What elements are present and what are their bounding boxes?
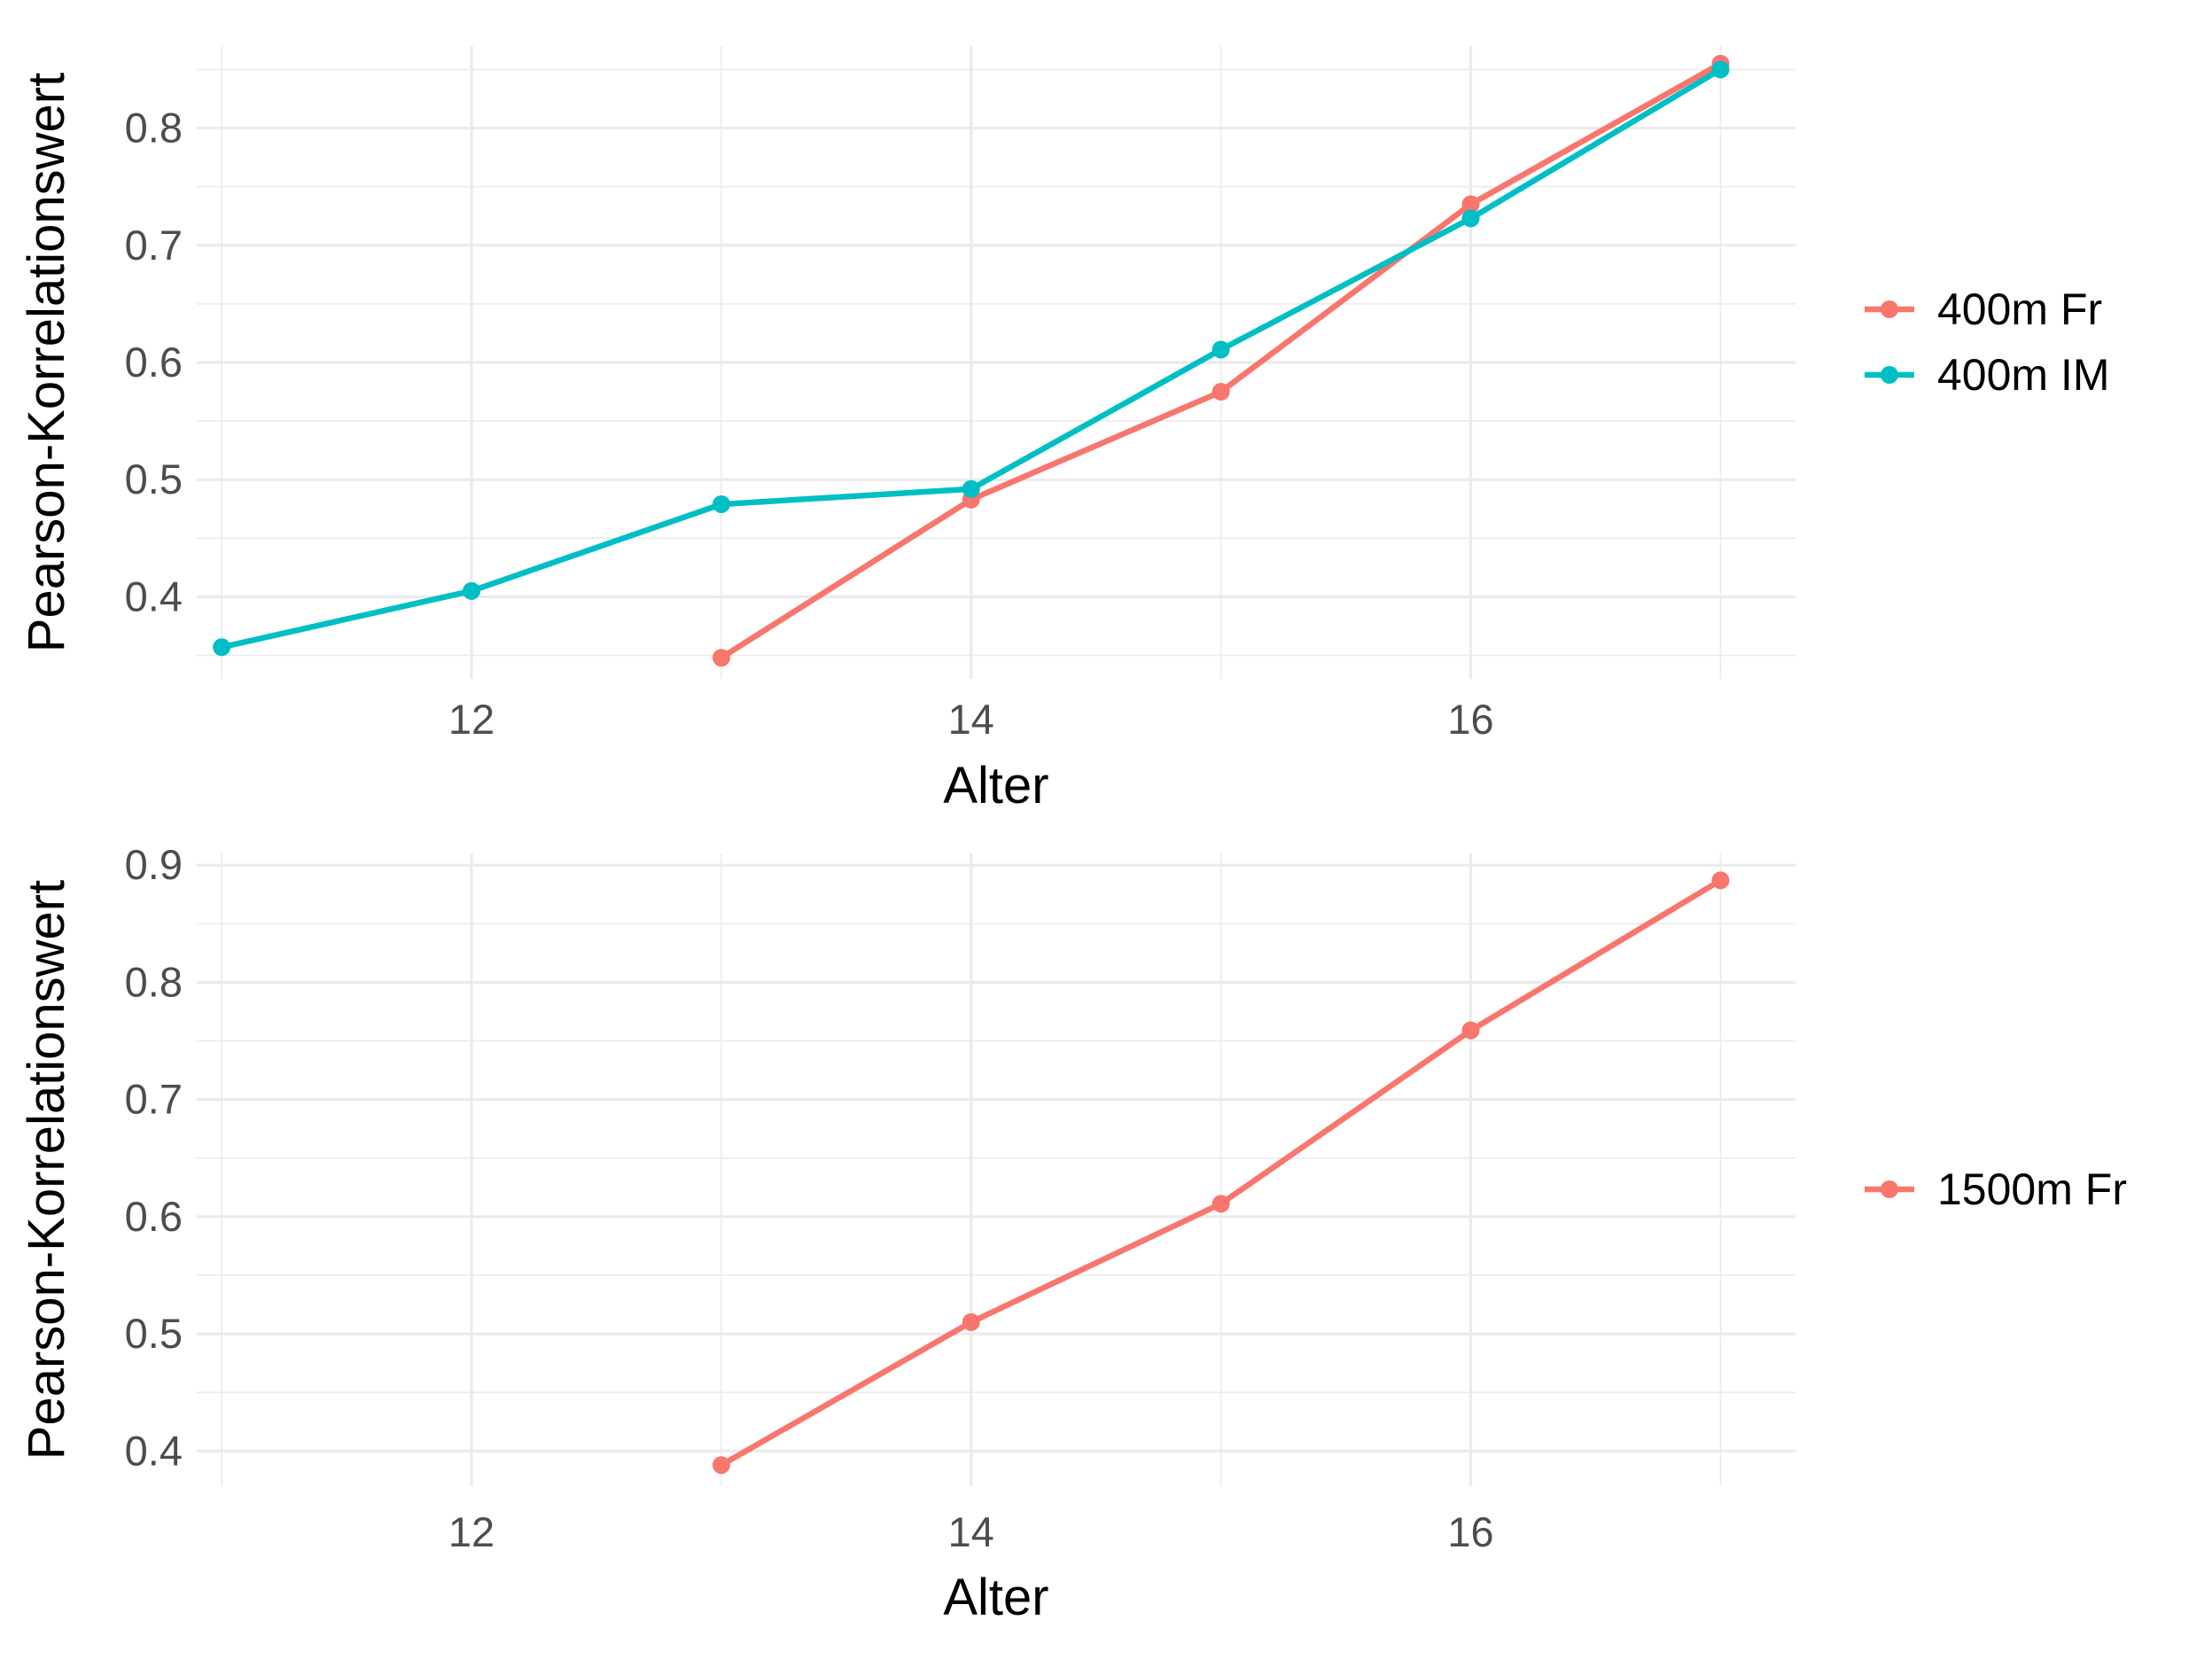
chart-top: 12 14 16 0.4 0.5 0.6 0.7 0.8 Alter Pearson-Korrel…: [18, 46, 2110, 814]
bottom-y-tick-label: 0.6: [125, 1193, 183, 1240]
top-x-axis-title: Alter: [943, 757, 1048, 814]
bottom-grid: [197, 853, 1795, 1486]
data-point-1500m-fr: [712, 1456, 730, 1475]
top-y-tick-label: 0.8: [125, 105, 183, 152]
data-point-400m-im: [1461, 209, 1480, 228]
legend-key-400m-fr: [1865, 300, 1914, 318]
data-point-400m-fr: [712, 649, 730, 667]
top-y-axis-title: Pearson-Korrelationswert: [18, 73, 75, 652]
top-x-tick-label: 14: [948, 696, 994, 743]
top-y-tick-label: 0.7: [125, 222, 183, 269]
data-point-400m-im: [712, 495, 730, 513]
bottom-x-tick-label: 14: [948, 1508, 994, 1555]
bottom-y-tick-label: 0.5: [125, 1310, 183, 1357]
data-point-400m-im: [213, 638, 231, 657]
series-400m-fr: [712, 54, 1730, 667]
top-y-tick-label: 0.5: [125, 456, 183, 502]
series-400m-im: [213, 60, 1730, 657]
top-grid: [197, 46, 1795, 679]
legend-label-400m-fr: 400m Fr: [1937, 284, 2102, 334]
bottom-legend: 1500m Fr: [1865, 1164, 2127, 1214]
bottom-y-tick-label: 0.9: [125, 841, 183, 888]
bottom-x-tick-label: 16: [1447, 1508, 1493, 1555]
bottom-x-axis-title: Alter: [943, 1569, 1048, 1626]
data-point-1500m-fr: [962, 1312, 980, 1331]
legend-key-point: [1881, 366, 1898, 384]
legend-key-400m-im: [1865, 366, 1914, 384]
legend-key-point: [1881, 300, 1898, 318]
legend-label-400m-im: 400m IM: [1937, 350, 2110, 400]
bottom-y-tick-label: 0.8: [125, 958, 183, 1005]
data-point-400m-im: [1211, 340, 1230, 359]
data-point-400m-fr: [1461, 195, 1480, 214]
top-legend: 400m Fr 400m IM: [1865, 284, 2110, 400]
data-point-1500m-fr: [1211, 1195, 1230, 1213]
legend-key-point: [1881, 1180, 1898, 1198]
data-point-400m-im: [1711, 60, 1730, 79]
top-y-tick-label: 0.6: [125, 339, 183, 386]
series-1500m-fr: [712, 871, 1730, 1475]
top-x-tick-label: 12: [448, 696, 495, 743]
data-point-400m-fr: [1211, 383, 1230, 401]
data-point-400m-im: [463, 581, 481, 600]
data-point-1500m-fr: [1461, 1021, 1480, 1040]
top-y-tick-label: 0.4: [125, 572, 183, 619]
data-point-1500m-fr: [1711, 871, 1730, 890]
bottom-y-tick-label: 0.4: [125, 1427, 183, 1474]
legend-label-1500m-fr: 1500m Fr: [1937, 1164, 2127, 1214]
legend-key-1500m-fr: [1865, 1180, 1914, 1198]
top-x-tick-label: 16: [1447, 696, 1493, 743]
chart-bottom: 12 14 16 0.4 0.5 0.6 0.7 0.8 0.9 Alter Pearson-Kor…: [18, 841, 2127, 1626]
bottom-y-axis-title: Pearson-Korrelationswert: [18, 880, 75, 1460]
bottom-y-tick-label: 0.7: [125, 1076, 183, 1123]
data-point-400m-im: [962, 479, 980, 498]
bottom-x-tick-label: 12: [448, 1508, 495, 1555]
